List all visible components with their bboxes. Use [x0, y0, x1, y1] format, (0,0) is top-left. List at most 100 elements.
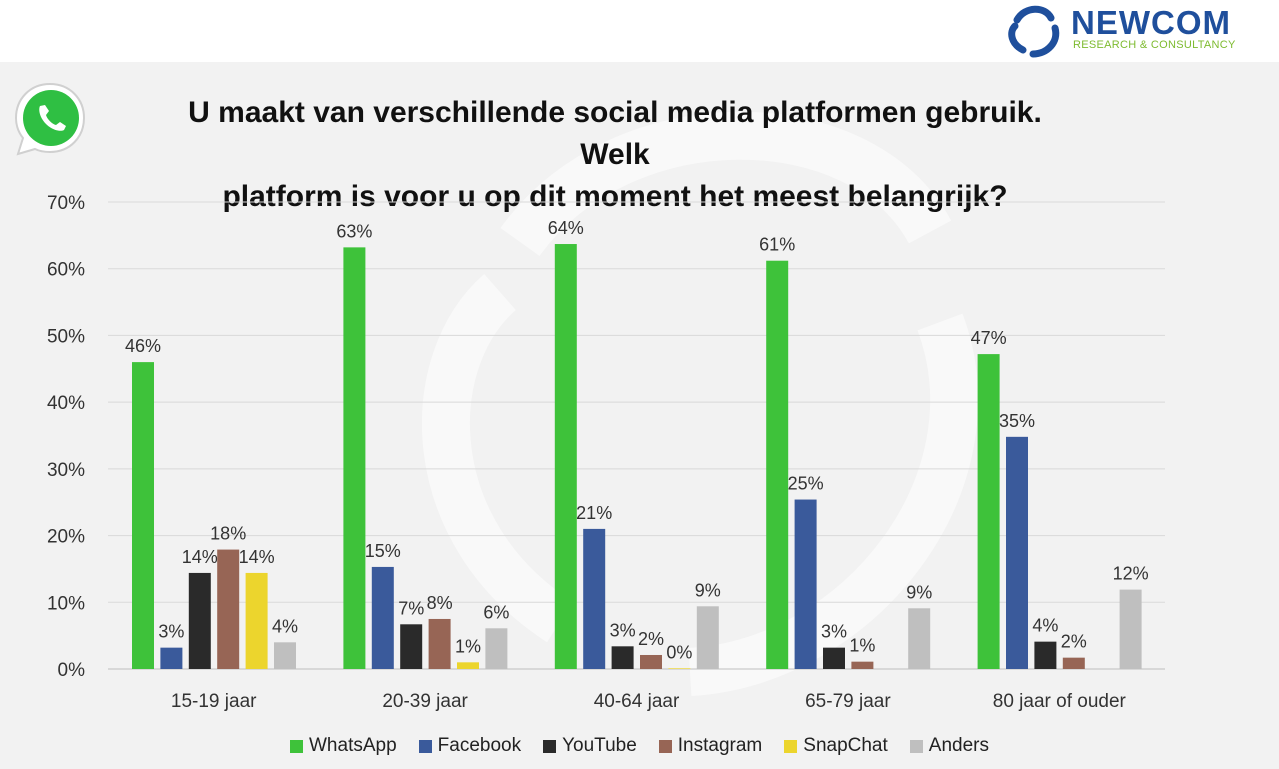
- data-label: 4%: [1032, 616, 1058, 636]
- slide-background: [0, 62, 1279, 769]
- bar: [1119, 589, 1142, 669]
- bar: [400, 624, 423, 669]
- data-label: 46%: [125, 336, 161, 356]
- data-label: 1%: [455, 636, 481, 656]
- bar: [554, 244, 577, 669]
- bar: [132, 362, 154, 669]
- legend-swatch: [418, 739, 432, 753]
- top-bar: [0, 0, 1279, 62]
- data-label: 12%: [1113, 564, 1149, 584]
- y-tick-label: 40%: [47, 393, 85, 414]
- bar: [696, 606, 719, 669]
- legend-item: YouTube: [543, 735, 637, 757]
- data-label: 6%: [483, 602, 509, 622]
- legend-label: Instagram: [677, 735, 763, 756]
- bar: [766, 260, 789, 669]
- bar: [160, 647, 183, 669]
- chart-title-line-2: platform is voor u op dit moment het mee…: [222, 180, 1008, 213]
- y-tick-label: 30%: [47, 460, 85, 481]
- bar: [977, 354, 1000, 669]
- x-tick-label: 15-19 jaar: [171, 691, 257, 712]
- legend-item: Facebook: [418, 735, 522, 757]
- x-tick-label: 20-39 jaar: [382, 691, 468, 712]
- data-label: 25%: [788, 474, 824, 494]
- legend-label: Facebook: [437, 735, 522, 756]
- data-label: 7%: [398, 598, 424, 618]
- bar: [217, 549, 240, 669]
- legend-item: SnapChat: [784, 735, 888, 757]
- y-tick-label: 10%: [47, 593, 85, 614]
- data-label: 3%: [821, 622, 847, 642]
- brand-tagline: RESEARCH & CONSULTANCY: [1073, 39, 1236, 51]
- data-label: 4%: [272, 616, 298, 636]
- bar: [668, 668, 691, 669]
- legend-item: Anders: [909, 735, 989, 757]
- data-label: 8%: [427, 593, 453, 613]
- x-tick-label: 65-79 jaar: [805, 691, 891, 712]
- bar: [1034, 641, 1057, 669]
- y-tick-label: 70%: [47, 193, 85, 214]
- bar: [640, 654, 662, 669]
- chart-title-line-1: U maakt van verschillende social media p…: [188, 96, 1042, 171]
- data-label: 0%: [666, 642, 692, 662]
- legend-swatch: [290, 739, 303, 753]
- legend-label: Anders: [928, 735, 989, 756]
- chart-title: U maakt van verschillende social media p…: [160, 92, 1070, 218]
- bar: [371, 566, 394, 669]
- data-label: 47%: [971, 328, 1007, 348]
- data-label: 9%: [906, 582, 932, 602]
- newcom-swirl-icon: [1008, 5, 1060, 58]
- legend-swatch: [909, 739, 923, 753]
- y-tick-label: 60%: [47, 260, 85, 281]
- legend-label: YouTube: [562, 735, 637, 756]
- legend-label: WhatsApp: [309, 735, 397, 756]
- newcom-logo: NEWCOM RESEARCH & CONSULTANCY: [1001, 2, 1271, 58]
- x-tick-label: 40-64 jaar: [594, 691, 680, 712]
- data-label: 15%: [365, 541, 401, 561]
- data-label: 14%: [182, 547, 218, 567]
- whatsapp-icon: [10, 80, 90, 160]
- bar: [188, 572, 211, 669]
- data-label: 35%: [999, 411, 1035, 431]
- bar: [1006, 436, 1028, 669]
- brand-name: NEWCOM: [1071, 4, 1231, 41]
- bar: [851, 661, 874, 669]
- y-tick-label: 0%: [58, 660, 86, 681]
- watermark-swirl: [422, 111, 979, 696]
- bar: [343, 247, 366, 669]
- data-label: 3%: [610, 620, 636, 640]
- data-label: 14%: [239, 547, 275, 567]
- x-tick-label: 80 jaar of ouder: [993, 691, 1127, 712]
- data-label: 2%: [1061, 632, 1087, 652]
- bar: [794, 499, 817, 669]
- bar: [823, 647, 845, 669]
- data-label: 61%: [759, 235, 795, 255]
- legend-swatch: [784, 739, 798, 753]
- bar: [583, 528, 606, 669]
- data-label: 18%: [210, 524, 246, 544]
- legend-item: Instagram: [658, 735, 763, 757]
- legend-label: SnapChat: [803, 735, 888, 756]
- data-label: 64%: [548, 218, 584, 238]
- bar: [1062, 657, 1085, 669]
- bar: [457, 662, 479, 669]
- bar: [274, 642, 296, 669]
- y-tick-label: 50%: [47, 326, 85, 347]
- data-label: 9%: [695, 580, 721, 600]
- chart-legend: WhatsApp Facebook YouTube Instagram SnapChat…: [0, 735, 1279, 757]
- bar: [428, 618, 451, 669]
- legend-swatch: [543, 739, 557, 753]
- data-label: 21%: [576, 503, 612, 523]
- data-label: 63%: [336, 221, 372, 241]
- bar: [245, 572, 268, 669]
- bar: [908, 608, 931, 669]
- bar: [485, 628, 508, 669]
- y-tick-label: 20%: [47, 527, 85, 548]
- bar: [611, 646, 634, 669]
- data-label: 2%: [638, 629, 664, 649]
- data-label: 3%: [158, 622, 184, 642]
- legend-swatch: [658, 739, 672, 753]
- data-label: 1%: [849, 636, 875, 656]
- legend-item: WhatsApp: [290, 735, 397, 757]
